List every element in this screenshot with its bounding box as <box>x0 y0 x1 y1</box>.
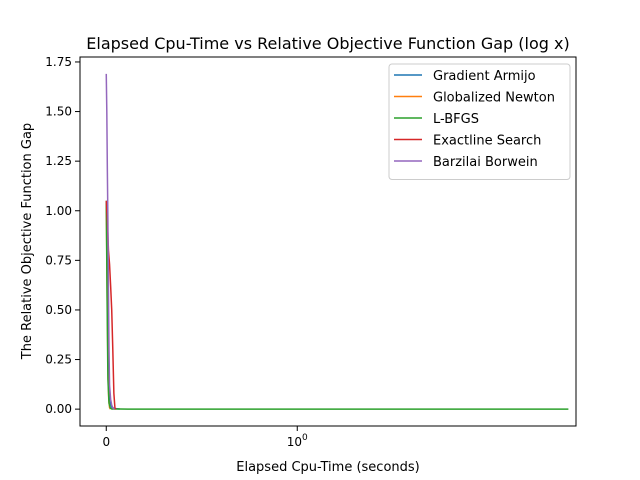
y-tick-label-1: 0.25 <box>45 353 72 367</box>
x-axis: 0 100 <box>102 426 308 449</box>
y-tick-label-6: 1.50 <box>45 105 72 119</box>
legend: Gradient Armijo Globalized Newton L-BFGS Ex… <box>388 63 571 180</box>
y-tick-label-4: 1.00 <box>45 204 72 218</box>
x-axis-label: Elapsed Cpu-Time (seconds) <box>236 460 420 475</box>
y-tick-label-2: 0.50 <box>45 303 72 317</box>
plot-frame <box>79 56 577 427</box>
plot-area <box>105 73 569 410</box>
legend-label-4: Barzilai Borwein <box>433 155 538 170</box>
series-line-2 <box>105 200 569 410</box>
y-tick-label-7: 1.75 <box>45 55 72 69</box>
y-axis-label: The Relative Objective Function Gap <box>20 123 35 360</box>
legend-label-1: Globalized Newton <box>433 91 555 106</box>
x-tick-exponent-1: 0 <box>302 433 308 443</box>
legend-label-0: Gradient Armijo <box>433 69 536 84</box>
y-tick-label-3: 0.75 <box>45 253 72 267</box>
x-tick-label-0: 0 <box>102 435 110 449</box>
chart-title: Elapsed Cpu-Time vs Relative Objective F… <box>86 34 569 53</box>
series-line-4 <box>105 73 115 410</box>
legend-label-2: L-BFGS <box>433 112 479 127</box>
y-tick-label-5: 1.25 <box>45 154 72 168</box>
y-axis: 0.00 0.25 0.50 0.75 1.00 1.25 1.50 1.75 <box>45 55 80 416</box>
y-tick-label-0: 0.00 <box>45 402 72 416</box>
legend-label-3: Exactline Search <box>433 134 541 149</box>
x-tick-label-1: 100 <box>287 433 308 449</box>
legend-box <box>388 63 571 180</box>
